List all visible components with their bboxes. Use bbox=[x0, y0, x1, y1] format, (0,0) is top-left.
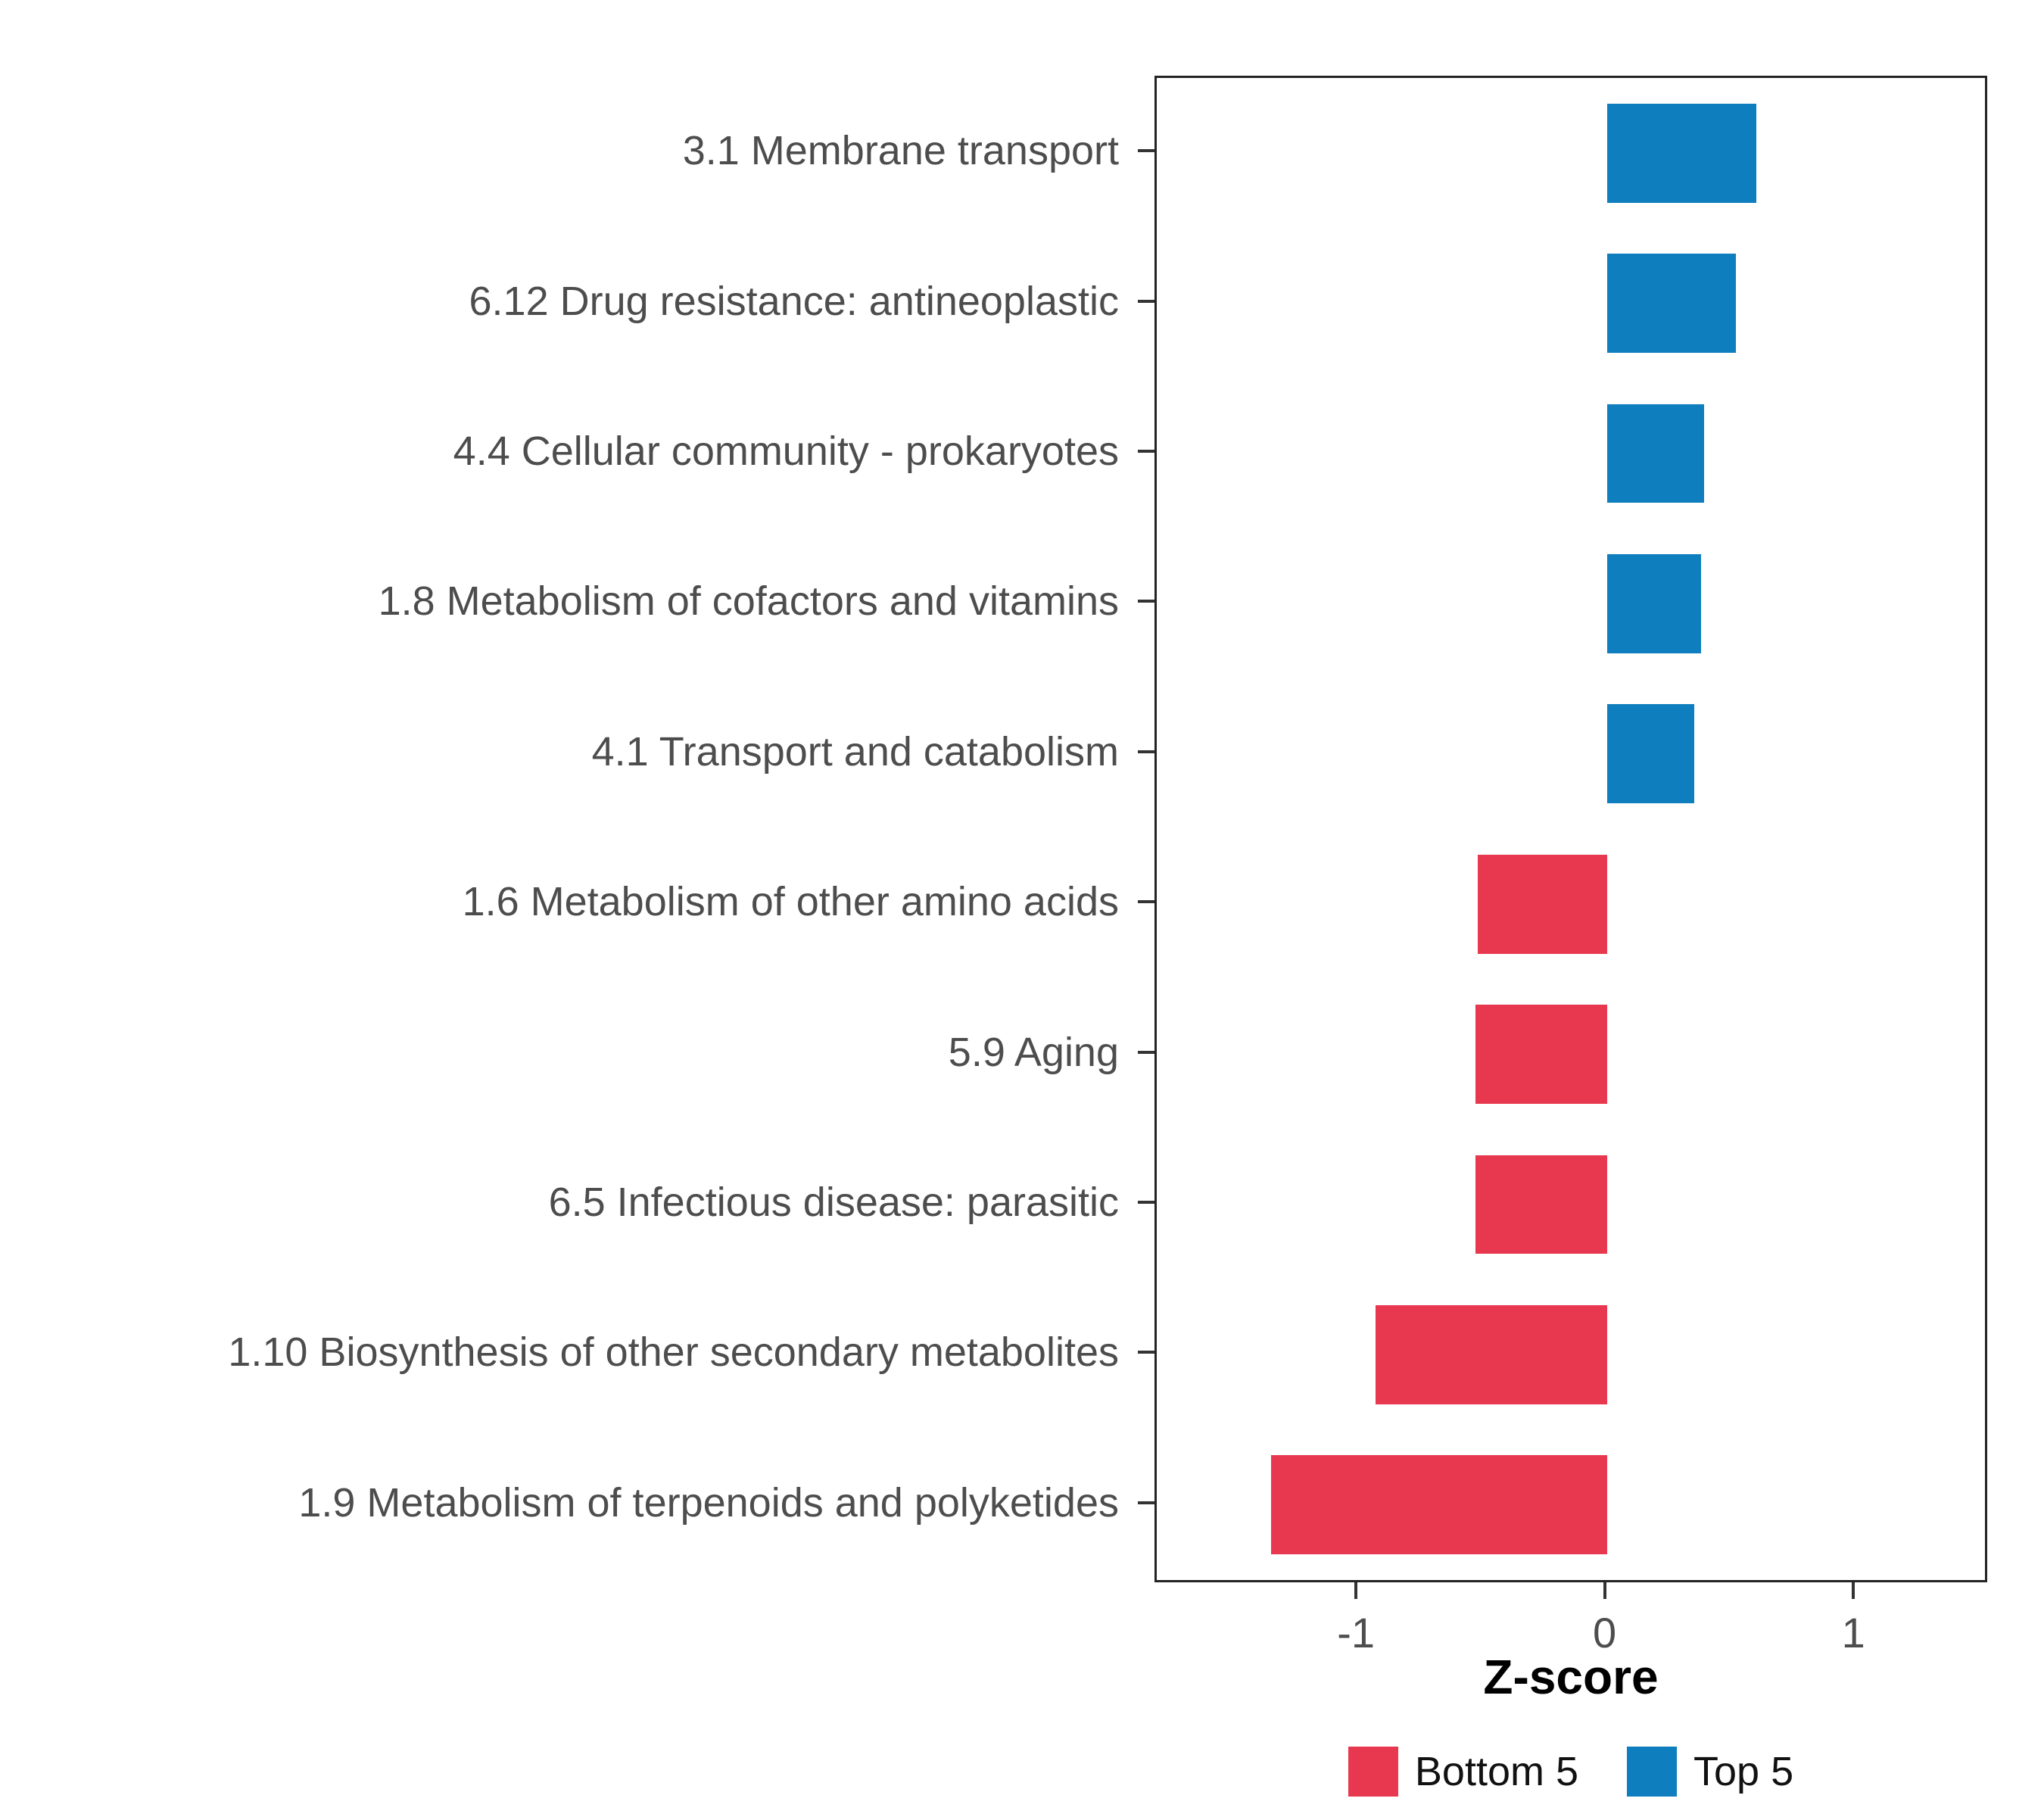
bar bbox=[1606, 704, 1694, 804]
bar bbox=[1475, 1005, 1607, 1105]
y-axis-label: 5.9 Aging bbox=[948, 1029, 1119, 1075]
y-axis-label: 4.1 Transport and catabolism bbox=[591, 728, 1119, 774]
legend-label-bottom5: Bottom 5 bbox=[1414, 1749, 1578, 1794]
y-axis-label: 4.4 Cellular community - prokaryotes bbox=[453, 429, 1119, 474]
x-tick-label: 0 bbox=[1593, 1609, 1617, 1656]
y-tick-mark bbox=[1138, 1201, 1154, 1204]
legend: Bottom 5 Top 5 bbox=[1154, 1741, 1987, 1802]
bar bbox=[1606, 254, 1737, 354]
y-axis-label: 1.6 Metabolism of other amino acids bbox=[462, 879, 1119, 925]
y-tick-mark bbox=[1138, 600, 1154, 603]
legend-swatch-top5 bbox=[1627, 1747, 1677, 1797]
y-tick-mark bbox=[1138, 450, 1154, 453]
y-tick-mark bbox=[1138, 900, 1154, 904]
legend-item-top5: Top 5 bbox=[1627, 1747, 1793, 1797]
y-axis-label: 1.8 Metabolism of cofactors and vitamins bbox=[378, 578, 1119, 625]
bar bbox=[1606, 103, 1756, 203]
x-axis: -1 0 1 bbox=[1154, 1582, 1987, 1719]
y-axis-label: 6.12 Drug resistance: antineoplastic bbox=[469, 278, 1120, 324]
legend-label-top5: Top 5 bbox=[1693, 1749, 1794, 1794]
bar bbox=[1271, 1455, 1607, 1555]
y-axis-label: 1.10 Biosynthesis of other secondary met… bbox=[228, 1329, 1119, 1376]
y-tick-mark bbox=[1138, 1351, 1154, 1354]
x-tick-mark bbox=[1603, 1582, 1606, 1599]
plot-panel bbox=[1154, 76, 1987, 1582]
x-axis-title: Z-score bbox=[1483, 1650, 1659, 1704]
y-tick-mark bbox=[1138, 750, 1154, 753]
bar bbox=[1376, 1304, 1607, 1404]
bar bbox=[1606, 553, 1702, 653]
y-tick-mark bbox=[1138, 1501, 1154, 1504]
legend-item-bottom5: Bottom 5 bbox=[1348, 1747, 1578, 1797]
bar bbox=[1475, 1155, 1607, 1254]
y-axis-labels: 3.1 Membrane transport 6.12 Drug resistan… bbox=[0, 76, 1119, 1582]
x-tick-mark bbox=[1852, 1582, 1855, 1599]
bar bbox=[1477, 854, 1607, 954]
y-tick-mark bbox=[1138, 149, 1154, 153]
x-tick-label: -1 bbox=[1337, 1609, 1375, 1656]
bar bbox=[1606, 404, 1704, 503]
x-tick-mark bbox=[1354, 1582, 1358, 1599]
x-tick-label: 1 bbox=[1841, 1609, 1865, 1656]
y-axis-label: 3.1 Membrane transport bbox=[682, 128, 1119, 174]
y-axis-label: 6.5 Infectious disease: parasitic bbox=[548, 1180, 1119, 1225]
y-tick-mark bbox=[1138, 299, 1154, 303]
y-tick-mark bbox=[1138, 1050, 1154, 1054]
legend-swatch-bottom5 bbox=[1348, 1747, 1398, 1797]
y-axis-label: 1.9 Metabolism of terpenoids and polyket… bbox=[298, 1479, 1119, 1526]
y-tick-marks bbox=[1138, 76, 1154, 1582]
